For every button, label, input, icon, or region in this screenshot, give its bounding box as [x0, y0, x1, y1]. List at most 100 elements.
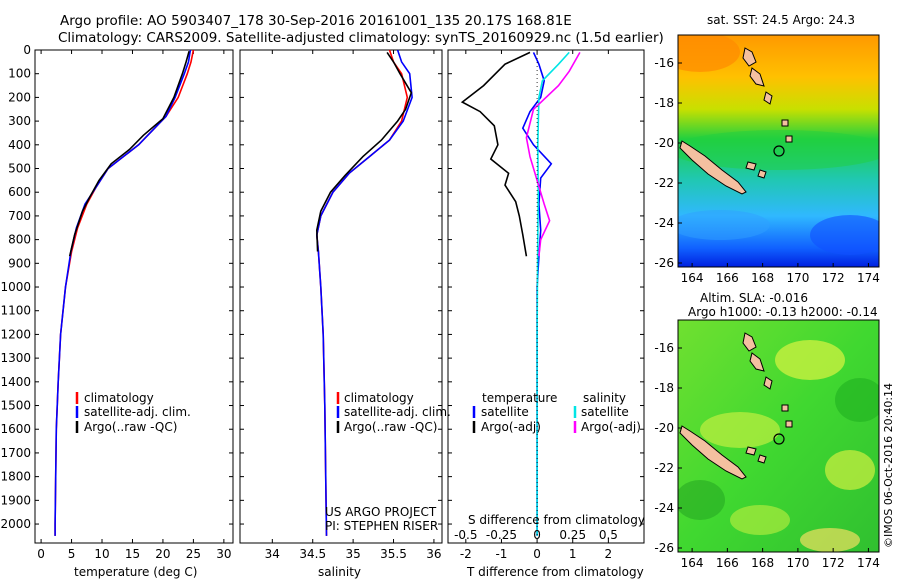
- s-difference-ticks: -0.5 -0.25 0 0.25 0.5: [454, 528, 618, 542]
- map-y-tick-label: -18: [654, 96, 674, 110]
- x-tick-label: -2: [460, 547, 472, 561]
- sst-blue-patch: [678, 210, 770, 240]
- sla-map-subtitle: Argo h1000: -0.13 h2000: -0.14: [688, 305, 878, 319]
- map-x-tick-label: 170: [786, 556, 809, 570]
- salinity-legend: climatology satellite-adj. clim. Argo(..…: [325, 391, 451, 533]
- legend-satellite-label: satellite-adj. clim.: [84, 405, 191, 419]
- sla-yellow-patch: [825, 450, 875, 490]
- sla-map-axes: 164 166 168 170 172 174 -16 -18 -20 -22 -24 -26: [654, 341, 879, 570]
- x-tick-label: 10: [94, 547, 109, 561]
- sla-yellow-patch: [800, 528, 860, 552]
- sst-green-band: [678, 130, 879, 170]
- y-tick-label: 2000: [0, 517, 31, 531]
- y-tick-label: 800: [8, 233, 31, 247]
- y-tick-label: 1300: [0, 351, 31, 365]
- y-tick-label: 300: [8, 114, 31, 128]
- map-y-tick-label: -18: [654, 381, 674, 395]
- y-tick-label: 500: [8, 162, 31, 176]
- legend-t-satellite-label: satellite: [481, 405, 529, 419]
- new-caledonia-island: [679, 425, 747, 480]
- legend-s-satellite-label: satellite: [581, 405, 629, 419]
- temperature-chart: 0 5 10 15 20 25 300100200300400500600700800900…: [0, 43, 233, 561]
- map-y-tick-label: -24: [654, 501, 674, 515]
- vanuatu-islands: [749, 352, 765, 372]
- y-tick-label: 1200: [0, 327, 31, 341]
- series-line: [315, 51, 413, 252]
- y-tick-label: 1000: [0, 280, 31, 294]
- y-tick-label: 200: [8, 90, 31, 104]
- map-x-tick-label: 166: [716, 271, 739, 285]
- loyalty-islands: [745, 161, 757, 171]
- series-line: [536, 51, 570, 536]
- series-line: [315, 49, 409, 536]
- y-tick-label: 1400: [0, 375, 31, 389]
- loyalty-islands: [745, 446, 757, 456]
- x-tick-label: 34.5: [299, 547, 326, 561]
- y-tick-label: 100: [8, 67, 31, 81]
- vanuatu-islands: [749, 67, 765, 87]
- x-tick-label: 34: [265, 547, 280, 561]
- map-x-tick-label: 170: [786, 271, 809, 285]
- small-island: [785, 420, 793, 428]
- map-x-tick-label: 164: [681, 271, 704, 285]
- legend-climatology-label: climatology: [344, 391, 414, 405]
- series-line: [68, 50, 190, 257]
- small-island: [781, 119, 789, 127]
- map-y-tick-label: -20: [654, 136, 674, 150]
- project-annotation: US ARGO PROJECT: [325, 505, 437, 519]
- x-tick-label: 2: [605, 547, 613, 561]
- header-line1: Argo profile: AO 5903407_178 30-Sep-2016…: [60, 13, 572, 29]
- argo-profile-marker: [773, 145, 785, 157]
- salinity-panel: [239, 49, 443, 544]
- sla-yellow-patch: [730, 505, 790, 535]
- salinity-chart: 34 34.5 35 35.5 36: [240, 49, 442, 561]
- y-tick-label: 0: [23, 43, 31, 57]
- map-y-tick-label: -22: [654, 176, 674, 190]
- x-tick-label: 0: [37, 547, 45, 561]
- sst-blue-patch: [810, 215, 879, 255]
- vanuatu-islands: [742, 47, 757, 67]
- y-tick-label: 1600: [0, 422, 31, 436]
- map-y-tick-label: -20: [654, 421, 674, 435]
- temperature-panel: [34, 49, 234, 544]
- x-tick-label: 20: [155, 547, 170, 561]
- y-tick-label: 1900: [0, 493, 31, 507]
- series-line: [54, 49, 195, 536]
- vanuatu-islands: [742, 332, 757, 352]
- header-line2: Climatology: CARS2009. Satellite-adjuste…: [58, 30, 664, 46]
- map-x-tick-label: 172: [822, 556, 845, 570]
- y-tick-label: 1500: [0, 399, 31, 413]
- x-tick-label: 30: [216, 547, 231, 561]
- sst-map-title: sat. SST: 24.5 Argo: 24.3: [707, 13, 855, 27]
- legend-argo-label: Argo(..raw -QC): [84, 420, 177, 434]
- y-tick-label: 400: [8, 138, 31, 152]
- series-line: [460, 51, 531, 257]
- map-y-tick-label: -26: [654, 256, 674, 270]
- pi-annotation: PI: STEPHEN RISER: [325, 519, 438, 533]
- y-tick-label: 1100: [0, 304, 31, 318]
- x-tick-label: 35: [345, 547, 360, 561]
- temperature-legend: climatology satellite-adj. clim. Argo(..…: [75, 391, 191, 434]
- salinity-axis-label: salinity: [318, 565, 361, 579]
- t-difference-axis-label: T difference from climatology: [466, 565, 644, 579]
- small-island: [785, 135, 793, 143]
- difference-panel: [447, 49, 645, 544]
- map-x-tick-label: 168: [751, 271, 774, 285]
- s-tick-label: -0.5: [454, 528, 477, 542]
- sla-map-title: Altim. SLA: -0.016: [700, 291, 808, 305]
- series-line: [315, 49, 413, 536]
- s-tick-label: 0: [533, 528, 541, 542]
- sst-map-frame: [677, 34, 880, 268]
- y-tick-label: 900: [8, 256, 31, 270]
- x-tick-label: 15: [125, 547, 140, 561]
- y-tick-label: 1700: [0, 446, 31, 460]
- legend-t-argo-label: Argo(-adj): [481, 420, 541, 434]
- map-y-tick-label: -24: [654, 216, 674, 230]
- sla-yellow-patch: [700, 412, 780, 448]
- legend-s-argo-label: Argo(-adj): [581, 420, 641, 434]
- series-line: [525, 52, 581, 257]
- temperature-axis-label: temperature (deg C): [74, 565, 197, 579]
- x-tick-label: 35.5: [380, 547, 407, 561]
- map-x-tick-label: 166: [716, 556, 739, 570]
